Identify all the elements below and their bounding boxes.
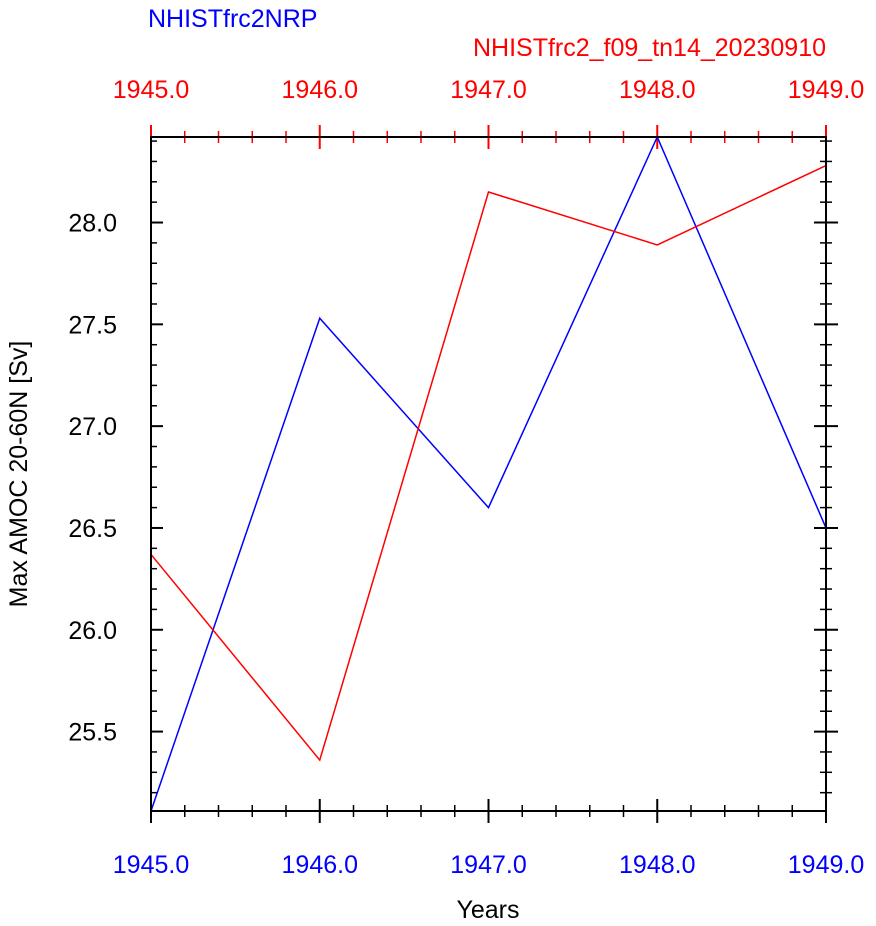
x-tick-label-top: 1949.0 [788, 76, 864, 104]
y-tick-label: 26.5 [68, 515, 117, 543]
title-left: NHISTfrc2NRP [148, 5, 317, 33]
y-tick-label: 27.5 [68, 311, 117, 339]
series-line-0 [150, 135, 827, 812]
x-tick-label-bottom: 1949.0 [788, 851, 864, 879]
y-axis-label: Max AMOC 20-60N [Sv] [5, 341, 33, 608]
x-tick-label-bottom: 1948.0 [619, 851, 695, 879]
x-tick-label-bottom: 1945.0 [113, 851, 189, 879]
series-line-1 [150, 164, 827, 762]
axis-ticks [150, 125, 838, 823]
x-tick-label-bottom: 1946.0 [282, 851, 358, 879]
tick-labels: 1945.0 1945.0 1946.0 1946.0 1947.0 1947.0 1948… [68, 76, 864, 879]
title-right: NHISTfrc2_f09_tn14_20230910 [473, 34, 826, 62]
x-tick-label-top: 1945.0 [113, 76, 189, 104]
x-tick-label-top: 1948.0 [619, 76, 695, 104]
series-lines [150, 135, 827, 812]
x-tick-label-bottom: 1947.0 [450, 851, 526, 879]
plot-frame [150, 136, 827, 812]
x-axis-label: Years [456, 896, 519, 924]
y-tick-label: 27.0 [68, 413, 117, 441]
y-tick-label: 28.0 [68, 210, 117, 238]
y-tick-label: 25.5 [68, 719, 117, 747]
x-tick-label-top: 1947.0 [450, 76, 526, 104]
x-tick-label-top: 1946.0 [282, 76, 358, 104]
y-tick-label: 26.0 [68, 617, 117, 645]
